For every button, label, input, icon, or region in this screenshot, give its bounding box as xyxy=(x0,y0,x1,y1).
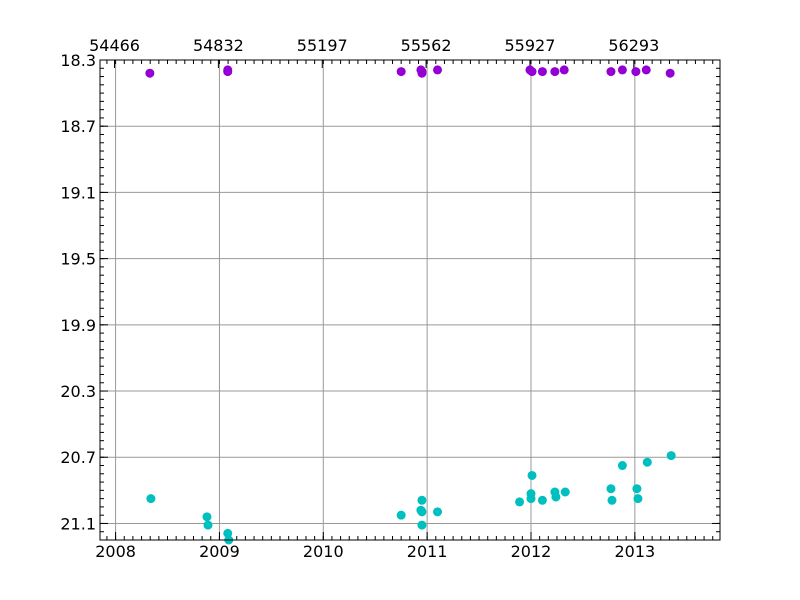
data-point-series-2 xyxy=(607,495,617,505)
data-point-series-2 xyxy=(223,528,233,538)
data-point-series-1 xyxy=(527,67,537,77)
data-point-series-1 xyxy=(550,67,560,77)
data-point-series-1 xyxy=(417,68,427,78)
data-point-series-2 xyxy=(606,484,616,494)
label-layer: 2008 2009 2010 2011 2012 2013 54466 54832 55197 5… xyxy=(60,36,659,561)
x-tick-label: 2008 xyxy=(95,542,136,561)
tick-layer xyxy=(100,59,720,541)
data-point-series-1 xyxy=(559,65,569,75)
data-point-series-1 xyxy=(433,65,443,75)
data-point-series-2 xyxy=(551,492,561,502)
y-tick-label: 18.3 xyxy=(60,51,96,70)
data-point-series-2 xyxy=(515,497,525,507)
y-tick-label: 20.7 xyxy=(60,448,96,467)
data-point-series-1 xyxy=(145,68,155,78)
data-point-series-2 xyxy=(617,461,627,471)
data-point-series-2 xyxy=(666,451,676,461)
y-tick-label: 19.5 xyxy=(60,250,96,269)
data-point-series-2 xyxy=(417,507,427,517)
x-tick-label: 2009 xyxy=(199,542,240,561)
data-point-series-2 xyxy=(146,494,156,504)
x-tick-label: 2011 xyxy=(407,542,448,561)
grid-layer xyxy=(100,59,720,540)
data-point-series-2 xyxy=(632,484,642,494)
data-point-series-1 xyxy=(223,67,233,77)
data-point-series-2 xyxy=(202,512,212,522)
data-point-series-2 xyxy=(527,470,537,480)
y-tick-label: 19.1 xyxy=(60,183,96,202)
y-tick-label: 21.1 xyxy=(60,514,96,533)
point-layer xyxy=(145,65,676,545)
data-point-series-2 xyxy=(537,495,547,505)
top-x-tick-label: 54466 xyxy=(89,36,140,55)
data-point-series-2 xyxy=(633,494,643,504)
data-point-series-2 xyxy=(433,507,443,517)
data-point-series-1 xyxy=(665,68,675,78)
top-x-tick-label: 54832 xyxy=(193,36,244,55)
top-x-tick-label: 55562 xyxy=(401,36,452,55)
data-point-series-2 xyxy=(396,510,406,520)
data-point-series-2 xyxy=(203,520,213,530)
top-x-tick-label: 55197 xyxy=(297,36,348,55)
data-point-series-2 xyxy=(642,457,652,467)
top-x-tick-label: 55927 xyxy=(504,36,555,55)
top-x-tick-label: 56293 xyxy=(608,36,659,55)
data-point-series-1 xyxy=(641,65,651,75)
y-tick-label: 19.9 xyxy=(60,316,96,335)
plot-frame xyxy=(99,59,721,541)
x-tick-label: 2010 xyxy=(303,542,344,561)
data-point-series-1 xyxy=(396,67,406,77)
data-point-series-2 xyxy=(417,520,427,530)
data-point-series-2 xyxy=(526,489,536,499)
x-tick-label: 2012 xyxy=(511,542,552,561)
data-point-series-1 xyxy=(617,65,627,75)
data-point-series-1 xyxy=(537,67,547,77)
y-tick-label: 20.3 xyxy=(60,382,96,401)
data-point-series-2 xyxy=(417,495,427,505)
x-tick-label: 2013 xyxy=(614,542,655,561)
data-point-series-1 xyxy=(606,67,616,77)
data-point-series-2 xyxy=(560,487,570,497)
data-point-series-1 xyxy=(631,67,641,77)
y-tick-label: 18.7 xyxy=(60,117,96,136)
